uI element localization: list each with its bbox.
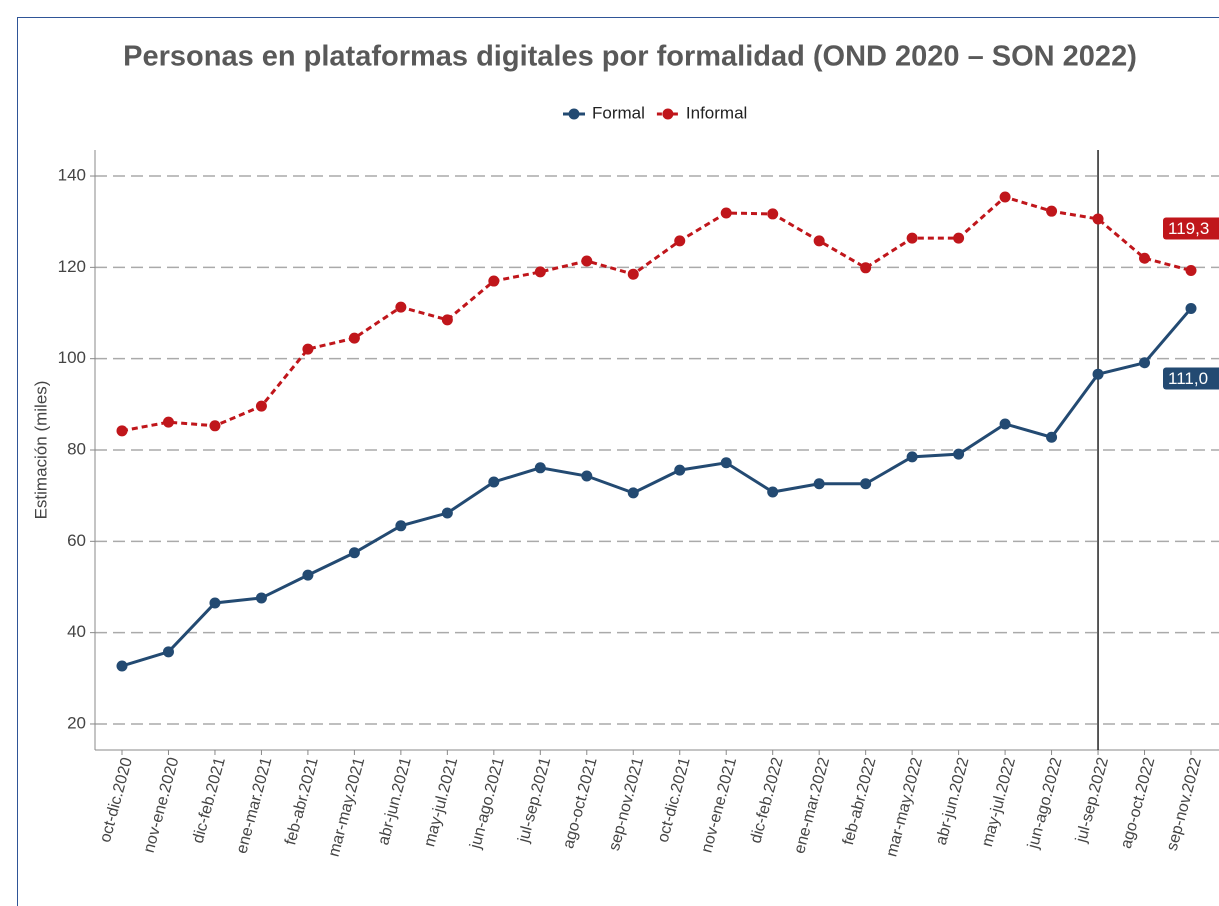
y-tick-label: 100 xyxy=(58,348,86,367)
x-tick-label: feb-abr.2022 xyxy=(840,756,880,847)
data-point xyxy=(162,416,174,428)
data-point xyxy=(302,343,314,355)
legend-label: Informal xyxy=(686,103,747,122)
x-tick-label: jul-sep.2022 xyxy=(1073,756,1112,846)
data-point xyxy=(813,235,825,247)
y-tick-label: 20 xyxy=(67,713,86,732)
x-tick-label: sep-nov.2022 xyxy=(1164,756,1205,853)
data-point xyxy=(348,547,360,559)
x-tick-label: ene-mar.2022 xyxy=(791,756,833,856)
x-tick-label: may-jul.2021 xyxy=(421,756,461,849)
data-point xyxy=(999,418,1011,430)
data-point xyxy=(767,486,779,498)
x-tick-label: nov-ene.2021 xyxy=(698,756,740,855)
x-tick-label: oct-dic.2021 xyxy=(655,756,694,845)
value-label: 119,3 xyxy=(1168,219,1209,238)
data-point xyxy=(1092,368,1104,380)
series-line xyxy=(121,195,1192,433)
data-point xyxy=(395,520,407,532)
y-tick-label: 140 xyxy=(58,166,86,185)
data-point xyxy=(1185,265,1197,277)
data-point xyxy=(116,660,128,672)
x-tick-label: abr-jun.2021 xyxy=(375,756,415,847)
x-tick-label: feb-abr.2021 xyxy=(282,756,322,847)
data-point xyxy=(302,569,314,581)
data-point xyxy=(116,425,128,437)
x-tick-label: jun-ago.2022 xyxy=(1025,756,1066,852)
data-point xyxy=(767,208,779,220)
chart-title: Personas en plataformas digitales por fo… xyxy=(123,41,1137,73)
data-point xyxy=(906,232,918,244)
data-point xyxy=(999,191,1011,203)
y-tick-label: 40 xyxy=(67,622,86,641)
data-point xyxy=(441,314,453,326)
data-point xyxy=(581,255,593,267)
data-point xyxy=(906,451,918,463)
x-tick-label: ago-oct.2021 xyxy=(560,756,601,851)
data-point xyxy=(488,275,500,287)
data-point xyxy=(255,592,267,604)
data-point xyxy=(1046,205,1058,217)
data-point xyxy=(720,457,732,469)
x-tick-label: nov-ene.2020 xyxy=(141,756,183,855)
data-point xyxy=(534,266,546,278)
x-tick-label: abr-jun.2022 xyxy=(933,756,973,847)
data-point xyxy=(860,262,872,274)
y-axis-label: Estimación (miles) xyxy=(31,381,50,520)
value-label: 111,0 xyxy=(1168,369,1208,388)
data-point xyxy=(627,268,639,280)
data-point xyxy=(348,332,360,344)
x-tick-label: dic-feb.2022 xyxy=(747,756,786,846)
data-point xyxy=(813,478,825,490)
value-label-box xyxy=(1163,217,1219,240)
data-point xyxy=(860,478,872,490)
data-point xyxy=(1139,252,1151,264)
data-point xyxy=(674,235,686,247)
data-point xyxy=(674,464,686,476)
legend-marker xyxy=(568,108,580,120)
x-tick-label: ene-mar.2021 xyxy=(233,756,275,856)
x-tick-label: sep-nov.2021 xyxy=(606,756,647,853)
data-point xyxy=(209,597,221,609)
data-point xyxy=(720,207,732,219)
series-line xyxy=(121,307,1193,668)
x-tick-label: jul-sep.2021 xyxy=(515,756,554,846)
value-label-box xyxy=(1163,367,1219,390)
x-tick-label: dic-feb.2021 xyxy=(190,756,229,846)
y-tick-label: 120 xyxy=(58,257,86,276)
frame xyxy=(17,17,1219,906)
data-point xyxy=(209,420,221,432)
data-point xyxy=(162,646,174,658)
data-point xyxy=(395,301,407,313)
x-tick-label: jun-ago.2021 xyxy=(467,756,508,852)
legend-marker xyxy=(662,108,674,120)
x-tick-label: oct-dic.2020 xyxy=(97,756,136,845)
x-tick-label: ago-oct.2022 xyxy=(1118,756,1159,851)
data-point xyxy=(953,448,965,460)
x-tick-label: mar-may.2022 xyxy=(883,756,926,859)
y-tick-label: 80 xyxy=(67,439,86,458)
data-point xyxy=(1046,431,1058,443)
data-point xyxy=(534,462,546,474)
data-point xyxy=(581,470,593,482)
x-tick-label: mar-may.2021 xyxy=(326,756,369,859)
data-point xyxy=(627,487,639,499)
data-point xyxy=(255,400,267,412)
data-point xyxy=(1185,302,1197,314)
legend-label: Formal xyxy=(592,103,645,122)
data-point xyxy=(488,476,500,488)
data-point xyxy=(953,232,965,244)
x-tick-label: may-jul.2022 xyxy=(979,756,1019,849)
y-tick-label: 60 xyxy=(67,531,86,550)
data-point xyxy=(1139,357,1151,369)
data-point xyxy=(441,507,453,519)
data-point xyxy=(1092,213,1104,225)
